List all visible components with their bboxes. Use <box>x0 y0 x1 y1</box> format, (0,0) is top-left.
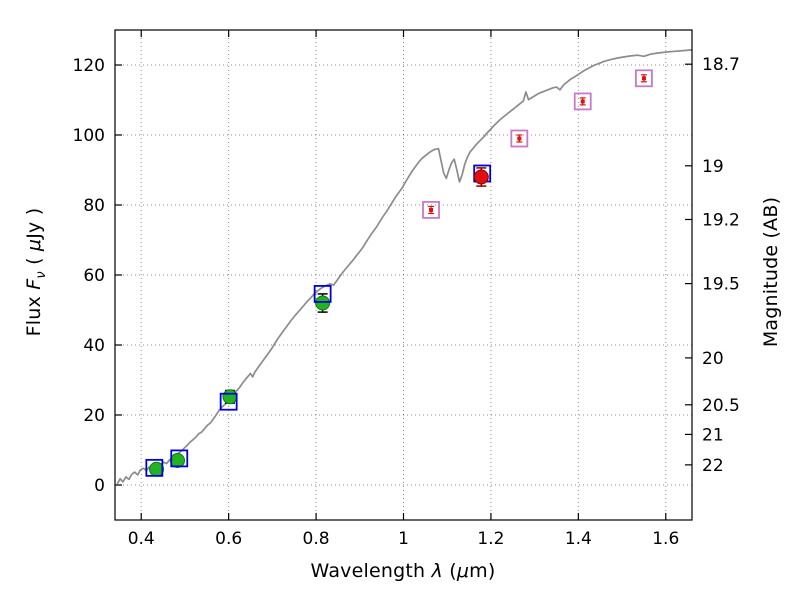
x-tick-label: 0.6 <box>215 529 242 549</box>
x-tick-label: 0.4 <box>128 529 155 549</box>
data-point-circle <box>222 389 238 405</box>
y-tick-label-flux: 0 <box>94 476 105 496</box>
data-point-square <box>170 449 189 468</box>
y-tick-label-magnitude: 20 <box>702 349 724 369</box>
y-tick-label-flux: 20 <box>83 406 105 426</box>
x-tick-label: 1.4 <box>565 529 592 549</box>
y-tick-label-magnitude: 20.5 <box>702 396 740 416</box>
ylabel-paren: ( <box>23 251 46 272</box>
y-tick-label-magnitude: 18.7 <box>702 55 740 75</box>
data-point-square <box>219 392 238 411</box>
model-photometry-violet-squares <box>422 69 653 219</box>
observed-photometry-optical-green-circles <box>149 293 331 477</box>
ylabel-magnitude-text: Magnitude (AB) <box>760 196 782 348</box>
ylabel-flux-text: Flux <box>23 289 46 337</box>
y-tick-label-magnitude: 19 <box>702 157 724 177</box>
x-tick-label: 1 <box>398 529 409 549</box>
x-tick-label: 1.6 <box>652 529 679 549</box>
x-axis-label-paren: ( <box>442 560 457 582</box>
y-tick-label-flux: 60 <box>83 266 105 286</box>
x-tick-label: 1.2 <box>477 529 504 549</box>
x-axis-label-text: Wavelength <box>310 560 432 582</box>
tick-marks <box>115 30 692 520</box>
data-point-inner-dot <box>517 136 522 141</box>
observed-photometry-nir-red-circle <box>473 167 489 187</box>
model-spectrum-line <box>116 49 693 485</box>
ylabel-mu: μ <box>23 238 46 252</box>
y-tick-label-magnitude: 21 <box>702 425 724 445</box>
data-point-square <box>145 458 164 477</box>
y-tick-label-flux: 120 <box>73 56 105 76</box>
data-point-circle <box>315 295 331 311</box>
x-axis-label: Wavelength λ (μm) <box>311 560 496 582</box>
data-point-square <box>573 92 592 111</box>
data-point-circle <box>170 453 186 468</box>
y-tick-label-magnitude: 19.5 <box>702 275 740 295</box>
y-tick-label-flux: 80 <box>83 196 105 216</box>
y-tick-label-magnitude: 19.2 <box>702 210 740 230</box>
data-point-inner-dot <box>641 76 646 81</box>
y-axis-label-right: Magnitude (AB) <box>760 197 782 347</box>
data-point-inner-dot <box>580 99 585 104</box>
data-point-square <box>313 284 332 303</box>
data-point-square <box>510 129 529 148</box>
ylabel-f-symbol: F <box>23 278 46 290</box>
ylabel-nu-subscript: ν <box>33 271 49 279</box>
data-point-circle <box>149 461 165 477</box>
x-axis-label-unit: m) <box>469 560 496 582</box>
data-point-circle <box>473 169 489 185</box>
y-tick-label-flux: 100 <box>73 126 105 146</box>
gridlines <box>115 30 692 520</box>
y-tick-label-magnitude: 22 <box>702 456 724 476</box>
x-axis-label-lambda: λ <box>431 560 443 582</box>
data-point-inner-dot <box>429 207 434 212</box>
data-point-square <box>635 69 653 88</box>
x-axis-label-mu: μ <box>456 560 470 582</box>
y-tick-label-flux: 40 <box>83 336 105 356</box>
data-point-square <box>422 200 440 219</box>
x-tick-label: 0.8 <box>303 529 330 549</box>
y-axis-label-left: Flux Fν ( μJy ) <box>23 208 49 337</box>
ylabel-unit: Jy ) <box>23 207 46 239</box>
